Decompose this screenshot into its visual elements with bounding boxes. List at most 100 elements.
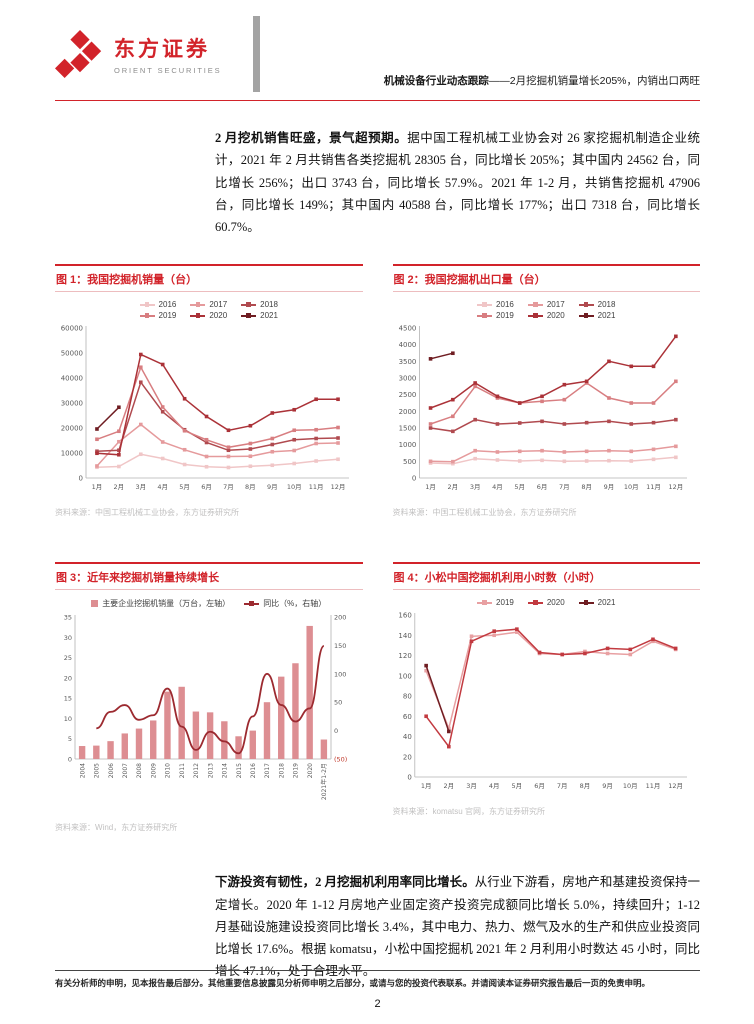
legend-item: 2020 [527,598,565,607]
legend-label: 2019 [158,311,177,321]
report-title-line: 机械设备行业动态跟踪——2月挖掘机销量增长205%，内销出口两旺 [260,73,700,92]
report-header: 东方证券 ORIENT SECURITIES 机械设备行业动态跟踪——2月挖掘机… [55,16,700,92]
svg-text:8月: 8月 [245,483,256,491]
legend-item: 2021 [578,598,615,607]
legend-label: 2017 [209,300,228,310]
legend-swatch [477,599,493,606]
chart-canvas: 0 20 40 60 80 100 120 140 160 1月 2月 3月 4月 5月 6月 7月 8月 9月 1… [393,609,701,802]
svg-text:1000: 1000 [398,441,416,449]
brand-name-en: ORIENT SECURITIES [114,66,222,75]
legend-item: 主要企业挖掘机销量（万台，左轴） [91,598,230,609]
legend-row: 2019 2020 2021 [139,311,278,321]
legend-row: 2019 2020 2021 [477,311,615,320]
brand-name-cn: 东方证券 [114,37,210,61]
svg-text:4月: 4月 [492,483,503,491]
header-rule [55,100,700,101]
legend-swatch [477,312,493,319]
svg-text:2009: 2009 [150,763,157,778]
legend-label: 同比（%，右轴） [263,599,327,609]
svg-text:2004: 2004 [79,763,86,778]
legend-label: 2016 [158,300,177,310]
svg-text:9月: 9月 [602,782,613,790]
paragraph-lead: 2 月挖机销售旺盛，景气超预期。 [215,131,408,145]
svg-text:7月: 7月 [559,483,570,491]
legend-item: 2019 [139,311,177,321]
svg-text:5: 5 [68,735,72,743]
legend-swatch [477,301,493,308]
svg-text:4月: 4月 [157,483,168,491]
chart-source: 资料来源：Wind，东方证券研究所 [55,823,178,833]
legend-swatch [190,312,206,319]
svg-text:50000: 50000 [61,350,83,358]
svg-text:100: 100 [334,671,346,679]
legend-item: 2019 [477,311,514,320]
svg-text:120: 120 [398,652,411,660]
svg-text:0: 0 [407,774,411,782]
legend-item: 同比（%，右轴） [244,598,326,609]
legend-label: 2020 [546,311,565,321]
svg-text:8月: 8月 [579,782,590,790]
chart-title: 图 1：我国挖掘机销量（台） [55,264,363,293]
figure-4-komatsu-utilization-hours: 图 4：小松中国挖掘机利用小时数（小时） 2019 2020 2021 0 20 40 6… [392,562,701,833]
legend-item: 2017 [190,300,227,309]
svg-text:12月: 12月 [331,483,346,491]
svg-text:8月: 8月 [581,483,592,491]
svg-text:2月: 2月 [447,483,458,491]
svg-text:500: 500 [403,458,416,466]
legend-item: 2020 [527,311,565,321]
svg-text:20: 20 [64,675,72,683]
svg-text:3000: 3000 [398,375,416,383]
legend-label: 2021 [597,311,616,321]
svg-text:2016: 2016 [250,763,257,778]
legend-swatch [527,312,543,319]
legend-swatch [578,301,594,308]
legend-item: 2016 [477,300,514,309]
report-series-label: 机械设备行业动态跟踪 [383,75,489,87]
svg-text:0: 0 [79,475,83,483]
chart-source: 资料来源：中国工程机械工业协会，东方证券研究所 [55,508,239,518]
chart-canvas: 0 5 10 15 20 25 30 35 (50) 0 50 100 150 200 2004 2005 20… [55,611,363,818]
paragraph-downstream-investment: 下游投资有韧性，2 月挖掘机利用率同比增长。从行业下游看，房地产和基建投资保持一… [215,871,700,982]
paragraph-lead: 下游投资有韧性，2 月挖掘机利用率同比增长。 [215,875,475,890]
svg-text:200: 200 [334,614,346,622]
svg-text:150: 150 [334,642,346,650]
figure-2-excavator-exports: 图 2：我国挖掘机出口量（台） 2016 2017 2018 2019 2020 2021… [392,264,700,518]
svg-text:2017: 2017 [264,763,271,778]
svg-text:1月: 1月 [420,782,431,790]
legend-label: 2019 [496,311,514,321]
page-number: 2 [374,998,381,1010]
svg-text:12月: 12月 [668,483,683,491]
legend-label: 主要企业挖掘机销量（万台，左轴） [102,599,231,609]
svg-text:9月: 9月 [603,483,614,491]
legend-item: 2019 [477,598,514,607]
legend-item: 2021 [578,311,616,321]
legend-label: 2017 [546,300,565,310]
svg-text:20: 20 [402,754,411,762]
chart-title: 图 3：近年来挖掘机销量持续增长 [55,562,363,591]
svg-text:60: 60 [402,713,411,721]
figure-1-excavator-sales: 图 1：我国挖掘机销量（台） 2016 2017 2018 2019 2020 2021 … [55,264,363,518]
svg-text:140: 140 [398,632,411,640]
svg-text:1月: 1月 [425,483,436,491]
svg-text:9月: 9月 [267,483,278,491]
legend-swatch [139,312,155,319]
svg-text:2月: 2月 [114,483,125,491]
chart-canvas: 0 10000 20000 30000 40000 50000 60000 1月 2月 3月 4月 5… [55,322,363,503]
legend-label: 2018 [597,300,616,310]
svg-text:3月: 3月 [135,483,146,491]
svg-text:5月: 5月 [514,483,525,491]
svg-text:40000: 40000 [61,375,83,383]
chart-svg: 0 500 1000 1500 2000 2500 3000 3500 4000 4500 1月 2月… [398,325,687,491]
svg-text:35: 35 [64,614,72,622]
legend-swatch [241,301,257,308]
legend-item: 2017 [527,300,565,310]
chart-source: 资料来源：中国工程机械工业协会，东方证券研究所 [392,508,577,518]
footer-disclaimer: 有关分析师的申明，见本报告最后部分。其他重要信息披露见分析师申明之后部分，或请与… [55,978,651,988]
svg-text:100: 100 [398,673,411,681]
svg-text:11月: 11月 [645,782,660,790]
svg-text:10月: 10月 [287,483,302,491]
legend-swatch [139,301,155,308]
svg-text:6月: 6月 [536,483,547,491]
svg-text:(50): (50) [334,756,347,764]
